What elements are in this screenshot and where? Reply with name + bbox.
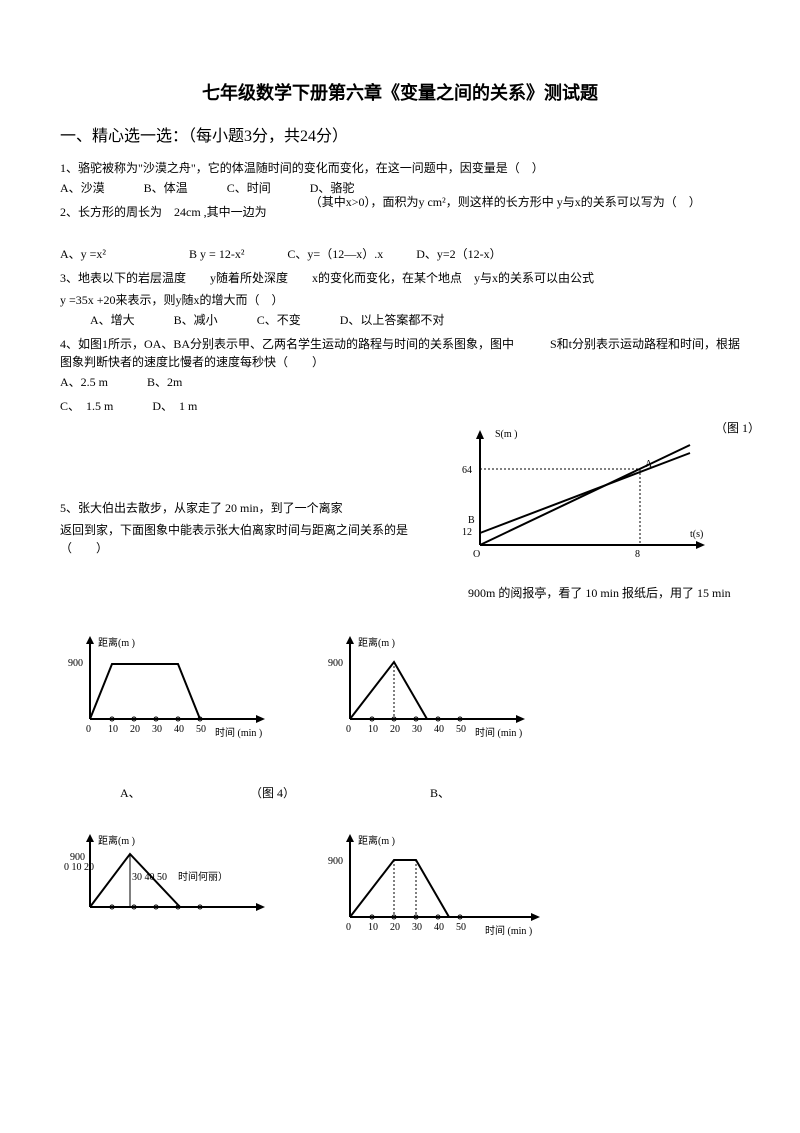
svg-text:30: 30 (412, 922, 422, 933)
q2-line1: 2、长方形的周长为 24cm ,其中一边为 （其中x>0），面积为y cm²，则… (60, 203, 740, 221)
q5-p3: 900m 的阅报亭，看了 10 min 报纸后，用了 15 min (468, 584, 740, 602)
svg-text:10: 10 (368, 724, 378, 735)
q4-opts: A、2.5 m B、2m (60, 373, 740, 391)
fig1-y64: 64 (462, 465, 472, 476)
fig1-y12: 12 (462, 527, 472, 538)
fig1-label: （图 1） (715, 419, 760, 437)
svg-text:50: 50 (196, 724, 206, 735)
q2-optD: D、y=2（12-x） (416, 245, 501, 263)
q4-optB: B、2m (147, 373, 182, 391)
fig1-A: A (645, 459, 653, 470)
svg-text:0 10 20: 0 10 20 (64, 862, 94, 873)
q4-optC: C、 1.5 m (60, 397, 113, 415)
q2-opts: A、y =x² B y = 12-x² C、y=（12—x）.x D、y=2（1… (60, 245, 740, 263)
fig1-o: O (473, 549, 480, 560)
svg-text:距离(m ): 距离(m ) (358, 834, 395, 847)
q4-opts2: C、 1.5 m D、 1 m (60, 397, 740, 415)
svg-text:40: 40 (174, 724, 184, 735)
q2-label: 2、长方形的周长为 (60, 205, 162, 219)
chart-label-A: A、 (120, 784, 220, 802)
svg-text:时间 (min ): 时间 (min ) (475, 726, 522, 739)
chart-option-2: 距离(m ) 900 0 10 20 30 40 50 时间 (min ) (320, 634, 530, 744)
q5-p1: 5、张大伯出去散步，从家走了 20 min，到了一个离家 (60, 499, 440, 517)
svg-text:距离(m ): 距离(m ) (358, 636, 395, 649)
fig1-ylabel: S(m ) (495, 429, 518, 440)
fig1-x8: 8 (635, 549, 640, 560)
svg-text:900: 900 (68, 658, 83, 669)
q4-text: 4、如图1所示，OA、BA分别表示甲、乙两名学生运动的路程与时间的关系图象，图中… (60, 335, 740, 371)
fig1-B: B (468, 515, 475, 526)
figure-1-chart: S(m ) t(s) 64 12 8 O A B (440, 425, 720, 575)
svg-text:50: 50 (456, 724, 466, 735)
svg-text:40: 40 (434, 922, 444, 933)
svg-text:距离(m ): 距离(m ) (98, 834, 135, 847)
svg-text:10: 10 (108, 724, 118, 735)
svg-text:0: 0 (346, 922, 351, 933)
svg-text:20: 20 (390, 922, 400, 933)
fig4-label: （图 4） (250, 784, 370, 802)
q3-optC: C、不变 (257, 311, 301, 329)
svg-text:10: 10 (368, 922, 378, 933)
chart-option-4: 距离(m ) 900 0 10 20 30 40 50 时间 (min ) (320, 832, 550, 942)
q2-val: 24cm ,其中一边为 (174, 205, 267, 219)
q1-optC: C、时间 (227, 179, 271, 197)
svg-text:900: 900 (328, 856, 343, 867)
q1-text: 1、骆驼被称为"沙漠之舟"，它的体温随时间的变化而变化，在这一问题中，因变量是（… (60, 159, 740, 177)
chart-option-3: 距离(m ) 900 0 10 20 30 40 50 时间何丽） (60, 832, 270, 942)
svg-text:时间何丽）: 时间何丽） (178, 870, 228, 883)
q3-optB: B、减小 (174, 311, 218, 329)
q3-optD: D、以上答案都不对 (340, 311, 445, 329)
q4-optD: D、 1 m (152, 397, 197, 415)
q2-optC: C、y=（12—x）.x (287, 245, 383, 263)
svg-text:40: 40 (434, 724, 444, 735)
svg-text:30: 30 (152, 724, 162, 735)
svg-text:时间 (min ): 时间 (min ) (215, 726, 262, 739)
svg-text:0: 0 (86, 724, 91, 735)
svg-text:时间 (min ): 时间 (min ) (485, 924, 532, 937)
chart-label-B: B、 (430, 784, 490, 802)
q1-optA: A、沙漠 (60, 179, 105, 197)
section1-heading: 一、精心选一选：（每小题3分，共24分） (60, 125, 740, 149)
q3-formula: y =35x +20来表示，则y随x的增大而（ ） (60, 291, 740, 309)
q2-optA: A、y =x² (60, 245, 106, 263)
svg-text:距离(m ): 距离(m ) (98, 636, 135, 649)
svg-text:20: 20 (130, 724, 140, 735)
fig1-xlabel: t(s) (690, 529, 703, 540)
q3-optA: A、增大 (90, 311, 135, 329)
chart-option-1: 距离(m ) 900 0 10 20 30 40 50 时间 (min ) (60, 634, 270, 744)
svg-text:50: 50 (456, 922, 466, 933)
q1-optB: B、体温 (144, 179, 188, 197)
page-title: 七年级数学下册第六章《变量之间的关系》测试题 (60, 80, 740, 107)
q3-opts: A、增大 B、减小 C、不变 D、以上答案都不对 (60, 311, 740, 329)
q4-optA: A、2.5 m (60, 373, 108, 391)
q5-p2: 返回到家，下面图象中能表示张大伯离家时间与距离之间关系的是（ ） (60, 521, 440, 557)
q2-optB: B y = 12-x² (189, 245, 244, 263)
svg-text:900: 900 (328, 658, 343, 669)
svg-text:0: 0 (346, 724, 351, 735)
q2-cond: （其中x>0），面积为y cm²，则这样的长方形中 y与x的关系可以写为（ ） (310, 193, 701, 211)
svg-text:20: 20 (390, 724, 400, 735)
q3-text: 3、地表以下的岩层温度 y随着所处深度 x的变化而变化，在某个地点 y与x的关系… (60, 269, 740, 287)
svg-text:30: 30 (412, 724, 422, 735)
